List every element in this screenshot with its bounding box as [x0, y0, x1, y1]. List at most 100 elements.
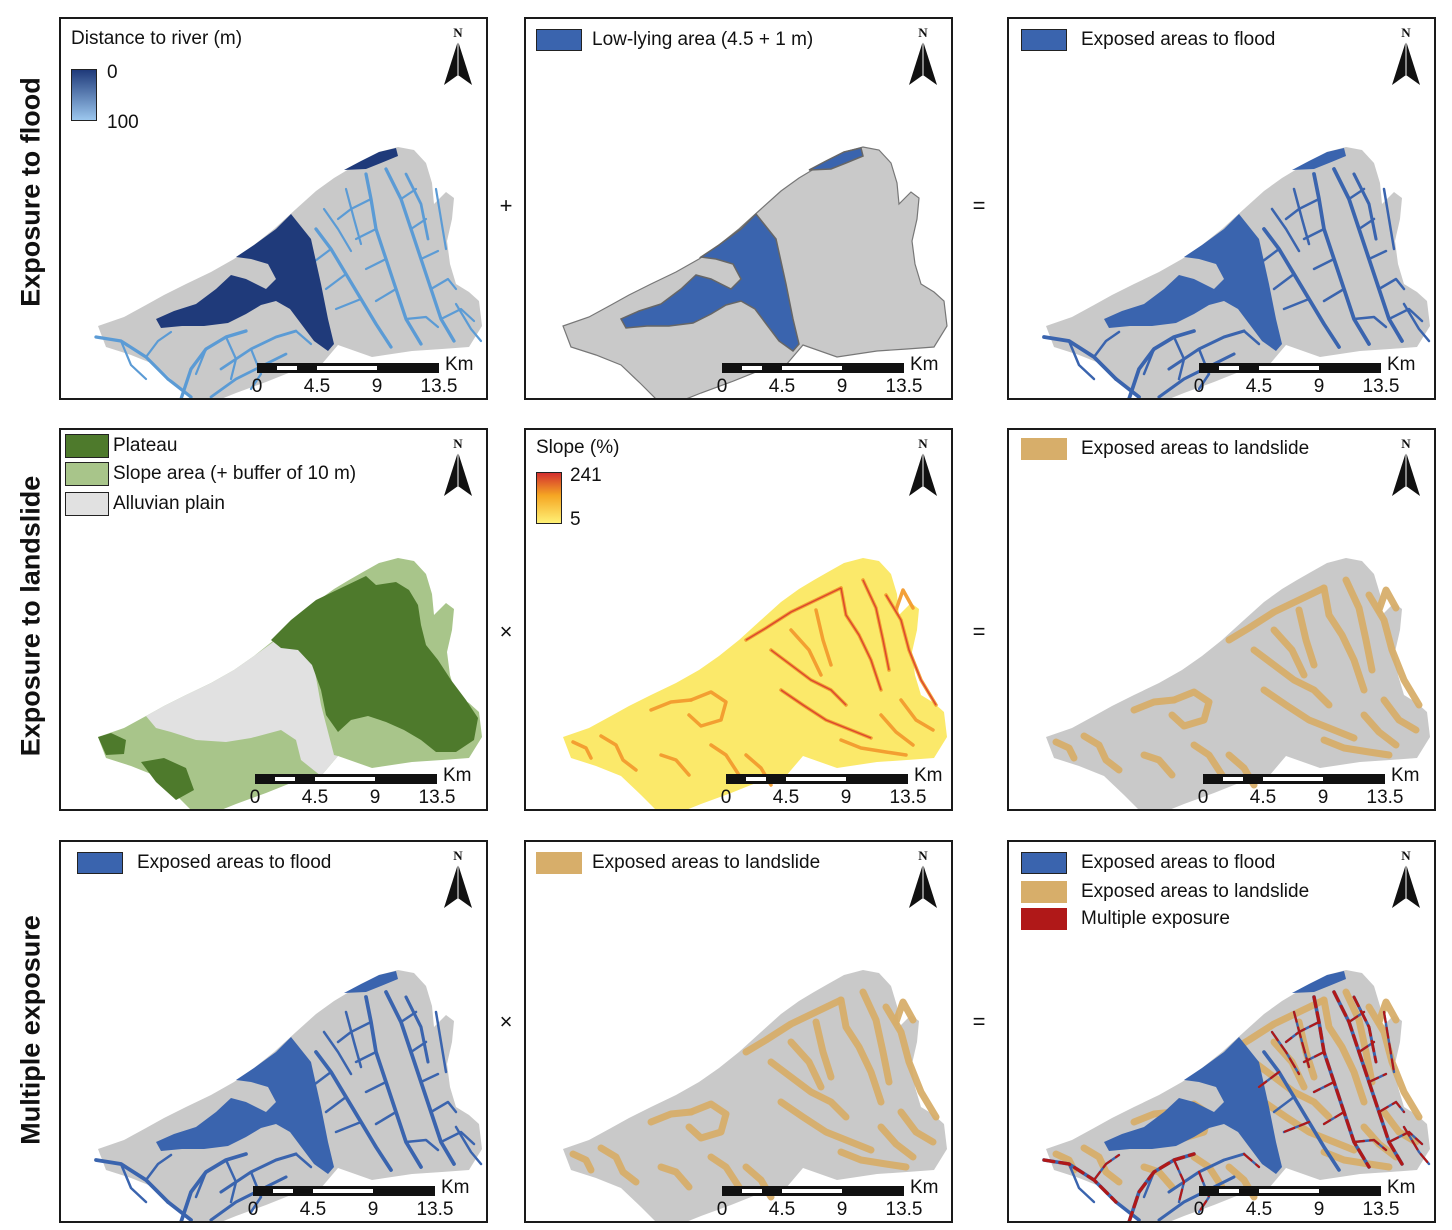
map-exposed-flood [1042, 147, 1431, 398]
gradient-max-label: 0 [107, 62, 118, 83]
legend-item-alluvial-plain: Alluvian plain [113, 493, 225, 514]
north-arrow-icon: N [440, 848, 476, 910]
scale-tick: 9 [1313, 1199, 1325, 1220]
operator-equals-2: = [972, 619, 986, 644]
panel-multiple-exposure: Exposed areas to flood Exposed areas to … [1007, 840, 1436, 1223]
scale-bar: Km 0 4.5 9 13.5 [1198, 765, 1433, 809]
scale-tick: 4.5 [1245, 376, 1273, 397]
north-label: N [453, 25, 463, 40]
legend-label: Exposed areas to landslide [592, 852, 821, 873]
panel-flood-input: Exposed areas to flood N Km 0 4.5 9 13.5 [59, 840, 488, 1223]
panel-exposed-flood: Exposed areas to flood N Km 0 4.5 9 13.5 [1007, 17, 1436, 400]
scale-tick: 0 [716, 1199, 728, 1220]
north-arrow-icon: N [905, 25, 941, 87]
scale-tick: 0 [249, 787, 261, 808]
distance-gradient [71, 69, 97, 121]
panel-landuse-categories: Plateau Slope area (+ buffer of 10 m) Al… [59, 428, 488, 811]
row-label-landslide: Exposure to landslide [15, 475, 46, 757]
scale-tick: 13.5 [1366, 787, 1404, 808]
gradient-min-label: 100 [107, 112, 139, 133]
swatch-alluvial-plain [65, 492, 109, 516]
map-multiple-exposure [1042, 970, 1431, 1221]
scale-bar: Km 0 4.5 9 13.5 [248, 1177, 483, 1221]
north-arrow-icon: N [440, 436, 476, 498]
north-arrow-icon: N [1388, 25, 1424, 87]
map-landslide-input [563, 970, 947, 1221]
map-distance-to-river [94, 147, 483, 398]
north-label: N [918, 848, 928, 863]
row-label-flood: Exposure to flood [15, 77, 46, 307]
swatch-multiple [1021, 908, 1067, 930]
scale-tick: 4.5 [768, 1199, 796, 1220]
scale-tick: 4.5 [303, 376, 331, 397]
north-label: N [918, 25, 928, 40]
panel-slope-percent: Slope (%) 241 5 N Km 0 4.5 9 13.5 [524, 428, 953, 811]
panel-exposed-landslide: Exposed areas to landslide N Km 0 4.5 9 13.5 [1007, 428, 1436, 811]
scale-unit: Km [910, 1177, 939, 1198]
scale-bar: Km 0 4.5 9 13.5 [250, 765, 485, 809]
swatch-plateau [65, 434, 109, 458]
scale-tick: 9 [371, 376, 383, 397]
scale-tick: 0 [1193, 376, 1205, 397]
scale-tick: 0 [247, 1199, 259, 1220]
swatch-landslide [1021, 438, 1067, 460]
scale-tick: 13.5 [1362, 1199, 1400, 1220]
legend-item-landslide: Exposed areas to landslide [1081, 881, 1310, 902]
scale-bar: Km 0 4.5 9 13.5 [717, 1177, 951, 1221]
legend-label: Exposed areas to landslide [1081, 438, 1310, 459]
north-label: N [1401, 436, 1411, 451]
north-arrow-icon: N [905, 848, 941, 910]
scale-unit: Km [1387, 354, 1416, 375]
scale-unit: Km [1391, 765, 1420, 786]
scale-tick: 4.5 [301, 787, 329, 808]
panel-landslide-input: Exposed areas to landslide N Km 0 4.5 9 13.5 [524, 840, 953, 1223]
scale-tick: 0 [251, 376, 263, 397]
scale-bar: Km 0 4.5 9 13.5 [1194, 354, 1429, 398]
legend-title: Distance to river (m) [71, 28, 243, 49]
north-label: N [453, 436, 463, 451]
scale-tick: 13.5 [889, 787, 927, 808]
scale-tick: 0 [720, 787, 732, 808]
slope-gradient [536, 472, 562, 524]
scale-tick: 9 [840, 787, 852, 808]
operator-times-1: × [499, 619, 513, 644]
north-arrow-icon: N [440, 25, 476, 87]
scale-tick: 4.5 [1245, 1199, 1273, 1220]
scale-unit: Km [445, 354, 474, 375]
scale-tick: 9 [836, 376, 848, 397]
swatch-low-lying [536, 29, 582, 51]
north-label: N [1401, 25, 1411, 40]
north-arrow-icon: N [1388, 436, 1424, 498]
scale-tick: 13.5 [420, 376, 458, 397]
swatch-slope-area [65, 462, 109, 486]
scale-tick: 9 [367, 1199, 379, 1220]
panel-distance-to-river: Distance to river (m) 0 100 N Km 0 4.5 9 13.5 [59, 17, 488, 400]
operator-times-2: × [499, 1009, 513, 1034]
operator-equals-3: = [972, 1009, 986, 1034]
scale-unit: Km [1387, 1177, 1416, 1198]
scale-tick: 9 [369, 787, 381, 808]
scale-bar: Km 0 4.5 9 13.5 [252, 354, 486, 398]
legend-title: Slope (%) [536, 437, 620, 458]
gradient-max-label: 241 [570, 465, 602, 486]
scale-unit: Km [443, 765, 472, 786]
map-slope-percent [563, 558, 947, 809]
scale-tick: 4.5 [1249, 787, 1277, 808]
operator-equals-1: = [972, 193, 986, 218]
scale-bar: Km 0 4.5 9 13.5 [721, 765, 951, 809]
scale-tick: 0 [1197, 787, 1209, 808]
scale-tick: 13.5 [885, 1199, 923, 1220]
scale-tick: 0 [1193, 1199, 1205, 1220]
scale-tick: 0 [716, 376, 728, 397]
legend-item-flood: Exposed areas to flood [1081, 852, 1276, 873]
map-low-lying-area [562, 146, 948, 398]
operator-plus: + [499, 193, 513, 218]
scale-tick: 9 [836, 1199, 848, 1220]
scale-unit: Km [910, 354, 939, 375]
map-exposed-landslide [1046, 558, 1430, 809]
swatch-landslide [536, 852, 582, 874]
legend-item-multiple: Multiple exposure [1081, 908, 1230, 929]
north-arrow-icon: N [905, 436, 941, 498]
scale-unit: Km [441, 1177, 470, 1198]
scale-tick: 13.5 [418, 787, 456, 808]
